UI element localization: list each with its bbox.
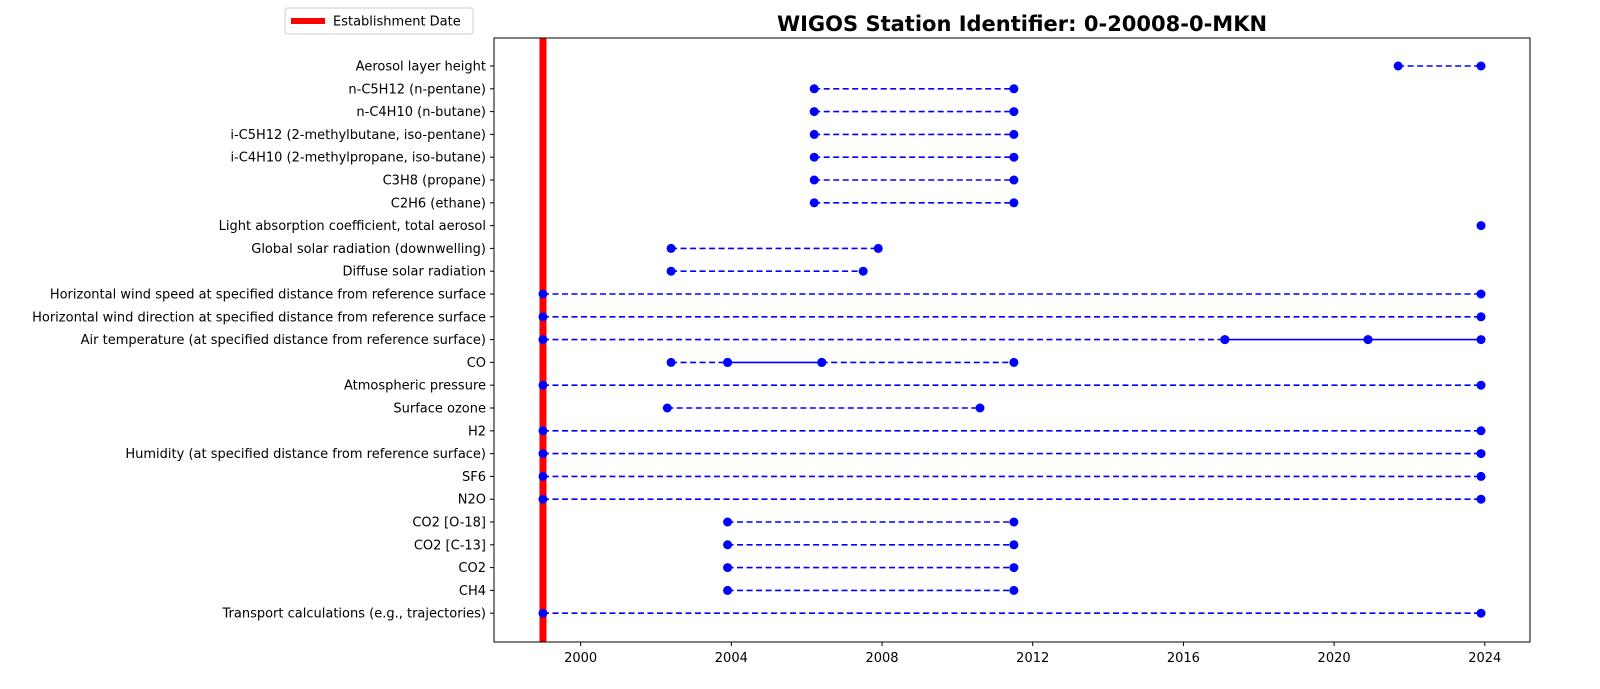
data-point [538, 449, 548, 459]
y-tick-label: Diffuse solar radiation [342, 265, 486, 280]
data-point [723, 540, 733, 550]
data-point [1009, 107, 1019, 117]
y-tick-label: Light absorption coefficient, total aero… [219, 219, 486, 234]
y-tick-label: C3H8 (propane) [383, 174, 486, 189]
data-point [1476, 449, 1486, 459]
data-point [1393, 61, 1403, 71]
y-tick-label: n-C4H10 (n-butane) [356, 105, 486, 120]
y-tick-label: n-C5H12 (n-pentane) [348, 82, 486, 97]
data-point [817, 357, 827, 367]
y-tick-label: SF6 [462, 470, 486, 485]
data-point [1009, 357, 1019, 367]
data-point [1476, 335, 1486, 345]
y-tick-label: CO2 [O-18] [412, 516, 486, 531]
data-point [809, 84, 819, 94]
data-point [662, 403, 672, 413]
data-point [538, 471, 548, 481]
data-point [538, 608, 548, 618]
marks-layer [538, 38, 1486, 642]
data-point [538, 380, 548, 390]
legend-label-establishment: Establishment Date [333, 15, 461, 30]
y-tick-label: H2 [468, 424, 486, 439]
data-point [1009, 198, 1019, 208]
y-tick-label: i-C5H12 (2-methylbutane, iso-pentane) [230, 128, 486, 143]
y-tick-label: Transport calculations (e.g., trajectori… [222, 607, 487, 622]
data-point [723, 563, 733, 573]
y-tick-label: Atmospheric pressure [344, 379, 486, 394]
y-tick-label: Global solar radiation (downwelling) [251, 242, 486, 257]
data-point [1476, 312, 1486, 322]
legend: Establishment Date [284, 7, 474, 35]
data-point [1476, 494, 1486, 504]
chart-title: WIGOS Station Identifier: 0-20008-0-MKN [777, 12, 1267, 36]
data-point [666, 266, 676, 276]
data-point [809, 152, 819, 162]
x-tick-label: 2012 [1016, 651, 1049, 666]
y-tick-label: Horizontal wind direction at specified d… [32, 310, 486, 325]
y-tick-label: Aerosol layer height [356, 60, 486, 75]
x-tick-label: 2004 [715, 651, 748, 666]
data-point [1220, 335, 1230, 345]
y-tick-label: N2O [458, 493, 486, 508]
data-point [1476, 426, 1486, 436]
data-point [1009, 540, 1019, 550]
data-point [538, 312, 548, 322]
data-point [538, 494, 548, 504]
data-point [873, 243, 883, 253]
y-axis: Aerosol layer height n-C5H12 (n-pentane) n… [32, 60, 494, 622]
y-tick-label: i-C4H10 (2-methylpropane, iso-butane) [230, 151, 486, 166]
legend-box [284, 7, 474, 35]
data-point [1476, 471, 1486, 481]
y-tick-label: Air temperature (at specified distance f… [81, 333, 486, 348]
data-point [538, 289, 548, 299]
data-point [666, 357, 676, 367]
data-point [666, 243, 676, 253]
data-point [1476, 608, 1486, 618]
data-point [1009, 175, 1019, 185]
y-tick-label: CO [467, 356, 486, 371]
y-tick-label: CH4 [459, 584, 486, 599]
data-point [1476, 221, 1486, 231]
data-point [809, 129, 819, 139]
y-tick-label: CO2 [C-13] [414, 538, 486, 553]
data-point [858, 266, 868, 276]
data-point [809, 175, 819, 185]
data-point [1009, 152, 1019, 162]
data-point [723, 585, 733, 595]
y-tick-label: Surface ozone [393, 402, 486, 417]
data-point [1476, 289, 1486, 299]
y-tick-label: Horizontal wind speed at specified dista… [50, 288, 486, 303]
data-point [809, 107, 819, 117]
data-point [1009, 585, 1019, 595]
data-point [1476, 61, 1486, 71]
x-tick-label: 2020 [1318, 651, 1351, 666]
data-point [1476, 380, 1486, 390]
y-tick-label: CO2 [458, 561, 486, 576]
data-point [1009, 84, 1019, 94]
data-point [1009, 517, 1019, 527]
data-point [1009, 563, 1019, 573]
x-tick-label: 2000 [564, 651, 597, 666]
x-axis: 2000 2004 2008 2012 2016 2020 2024 [564, 642, 1501, 666]
y-tick-label: Humidity (at specified distance from ref… [125, 447, 486, 462]
x-tick-label: 2016 [1167, 651, 1200, 666]
data-point [723, 517, 733, 527]
data-point [723, 357, 733, 367]
data-point [1363, 335, 1373, 345]
data-point [975, 403, 985, 413]
data-point [809, 198, 819, 208]
data-point [538, 335, 548, 345]
y-tick-label: C2H6 (ethane) [391, 196, 486, 211]
data-point [538, 426, 548, 436]
x-tick-label: 2024 [1468, 651, 1501, 666]
x-tick-label: 2008 [865, 651, 898, 666]
data-point [1009, 129, 1019, 139]
